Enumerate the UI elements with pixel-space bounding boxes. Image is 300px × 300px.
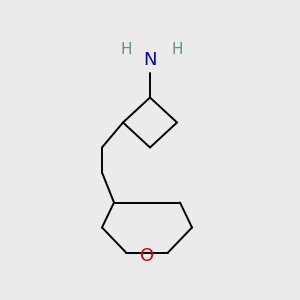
Text: H: H — [171, 43, 183, 58]
Text: N: N — [143, 51, 157, 69]
Text: O: O — [140, 247, 154, 265]
Text: H: H — [120, 43, 132, 58]
